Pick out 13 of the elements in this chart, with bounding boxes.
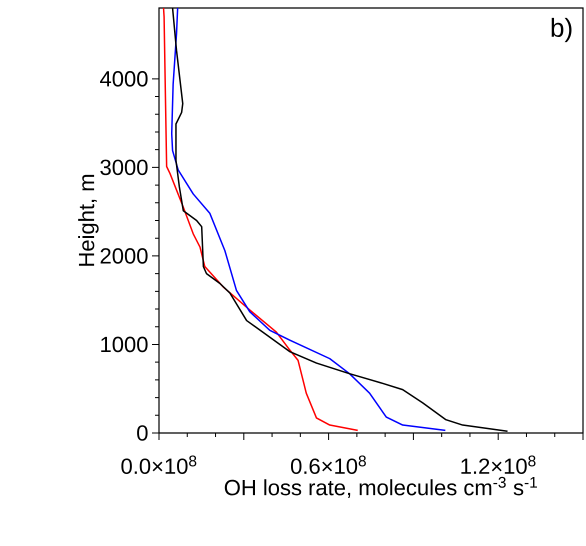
x-tick-label: 1.2×10$^{8}$ <box>461 456 536 474</box>
y-tick-label: 4000 <box>100 71 148 87</box>
y-tick-label: 3000 <box>100 160 148 176</box>
y-tick-label: 0 <box>137 425 148 441</box>
x-axis-title: OH loss rate, molecules cm$^{-3}$ s$^{-1}$ <box>224 476 537 498</box>
line-series <box>170 8 446 432</box>
x-tick-label: 0.0×10$^{8}$ <box>121 456 196 474</box>
annotation: b) <box>552 18 572 42</box>
y-tick-label: 2000 <box>100 248 148 264</box>
x-tick-label: 0.6×10$^{8}$ <box>290 456 366 474</box>
y-tick-label: 1000 <box>101 336 148 352</box>
y-axis-title: Height, m <box>78 174 99 266</box>
line-series <box>162 8 358 432</box>
